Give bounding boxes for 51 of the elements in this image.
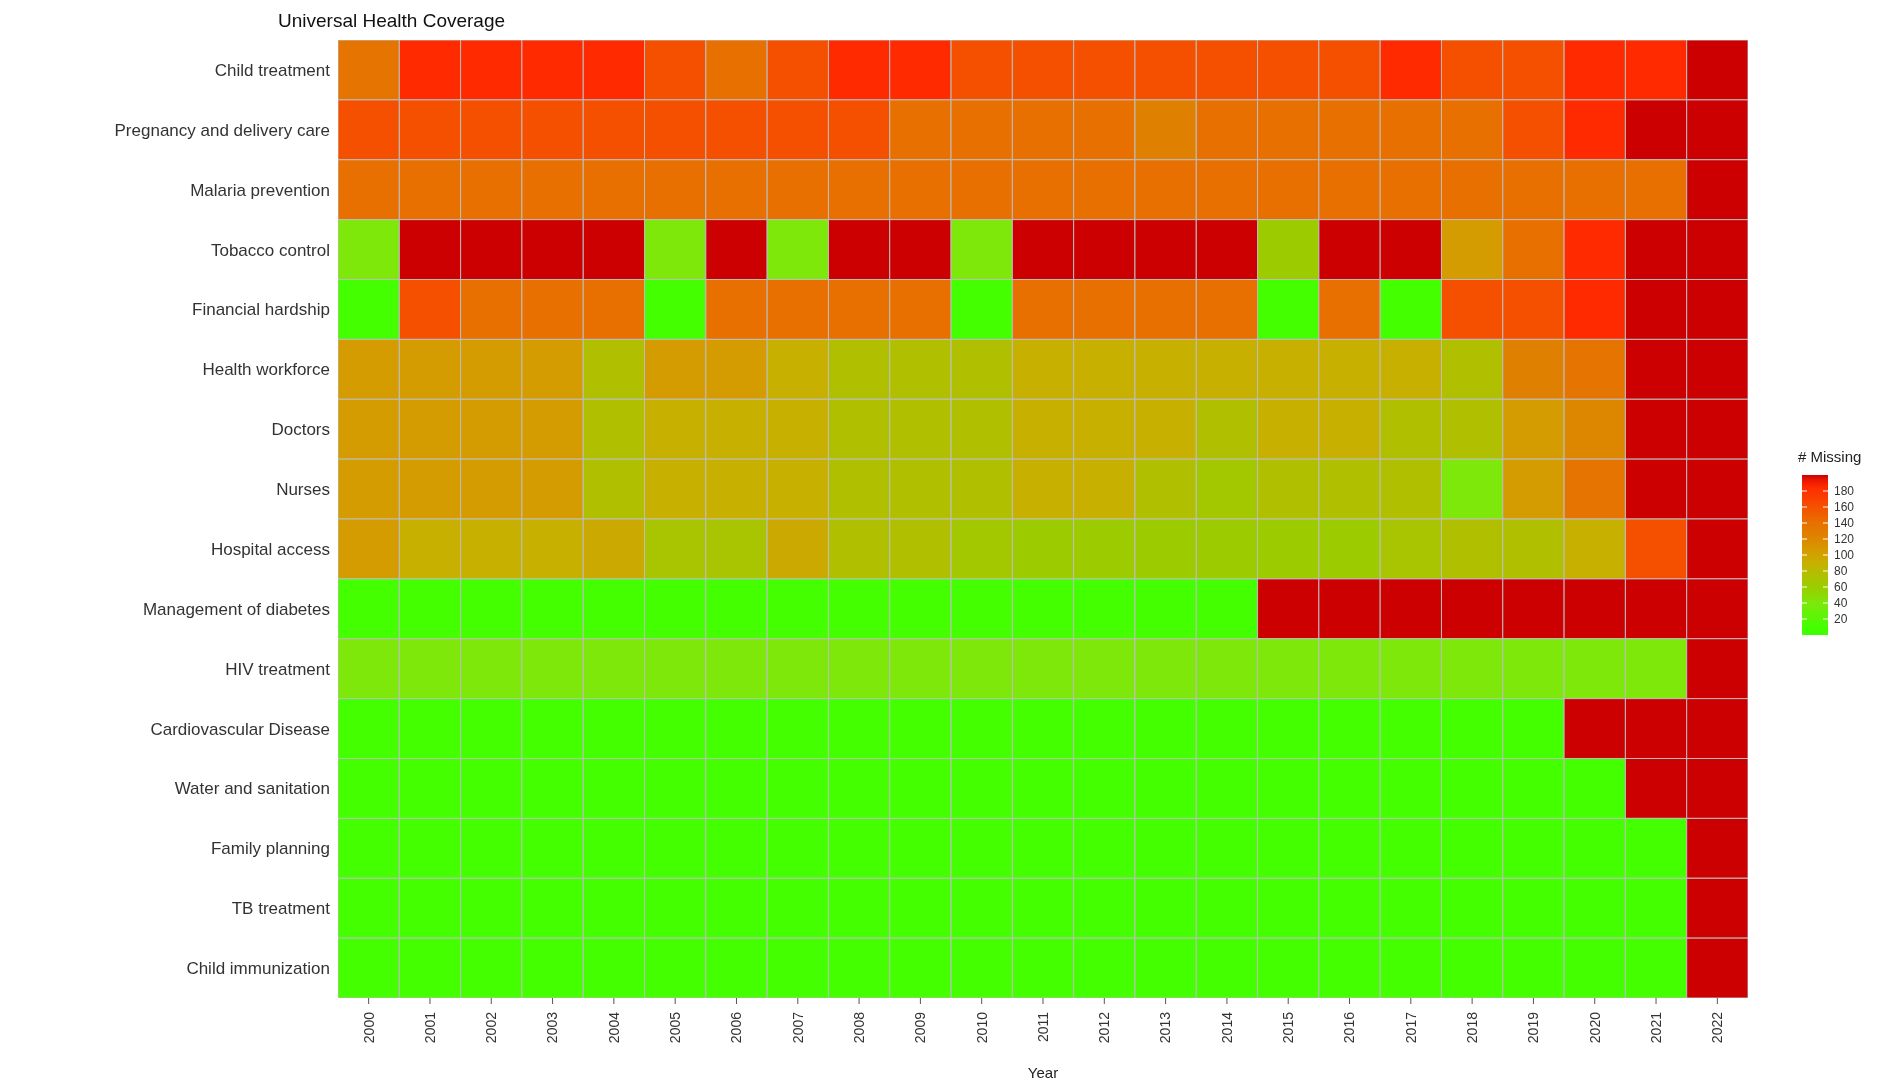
color-bar-label: 140 xyxy=(1834,516,1855,531)
y-tick-label: Nurses xyxy=(276,480,330,500)
x-tick-label: 2012 xyxy=(1096,1011,1113,1044)
y-tick-label: TB treatment xyxy=(231,899,331,919)
x-axis-title: Year xyxy=(1027,1064,1059,1081)
y-tick-label: Child treatment xyxy=(214,60,331,80)
y-tick-label: Water and sanitation xyxy=(174,779,330,799)
color-bar-label: 80 xyxy=(1834,564,1848,579)
y-tick-label: Child immunization xyxy=(186,959,330,979)
x-tick-label: 2013 xyxy=(1157,1011,1174,1044)
x-tick-label: 2006 xyxy=(728,1011,745,1044)
x-tick-label: 2007 xyxy=(789,1011,806,1044)
x-tick-label: 2010 xyxy=(973,1011,990,1044)
x-tick-label: 2011 xyxy=(1034,1011,1051,1043)
x-tick-label: 2022 xyxy=(1709,1011,1726,1044)
y-tick-label: HIV treatment xyxy=(225,659,331,679)
y-tick-label: Financial hardship xyxy=(192,300,330,320)
x-tick-label: 2019 xyxy=(1525,1011,1542,1044)
color-bar-label: 100 xyxy=(1834,548,1855,563)
x-tick-label: 2015 xyxy=(1280,1011,1297,1044)
x-tick-label: 2016 xyxy=(1341,1011,1358,1044)
y-tick-label: Health workforce xyxy=(202,360,330,380)
x-tick-label: 2020 xyxy=(1586,1011,1603,1044)
x-tick-label: 2014 xyxy=(1218,1011,1235,1044)
color-bar-label: 60 xyxy=(1834,580,1848,595)
color-bar-title: # Missing xyxy=(1798,448,1863,465)
x-tick-label: 2004 xyxy=(605,1011,622,1044)
x-tick-label: 2017 xyxy=(1402,1011,1419,1044)
color-bar-label: 160 xyxy=(1834,500,1855,515)
y-tick-label: Hospital access xyxy=(210,539,330,559)
x-tick-label: 2003 xyxy=(544,1011,561,1044)
y-tick-label: Tobacco control xyxy=(210,240,330,260)
x-tick-label: 2008 xyxy=(850,1011,867,1044)
x-tick-label: 2009 xyxy=(912,1011,929,1044)
color-bar-label: 120 xyxy=(1834,532,1855,547)
y-tick-label: Management of diabetes xyxy=(142,599,330,619)
y-tick-label: Cardiovascular Disease xyxy=(150,719,330,739)
x-tick-label: 2002 xyxy=(483,1011,500,1044)
y-tick-label: Family planning xyxy=(210,839,330,859)
x-tick-label: 2000 xyxy=(360,1011,377,1044)
y-tick-label: Malaria prevention xyxy=(190,180,330,200)
color-bar-label: 20 xyxy=(1834,612,1848,627)
y-tick-label: Doctors xyxy=(271,420,330,440)
x-tick-label: 2001 xyxy=(421,1011,438,1044)
color-bar-label: 180 xyxy=(1834,484,1855,499)
x-tick-label: 2005 xyxy=(667,1011,684,1044)
color-bar-label: 40 xyxy=(1834,596,1848,611)
chart-title: Universal Health Coverage xyxy=(278,10,506,32)
x-tick-label: 2021 xyxy=(1647,1011,1664,1044)
x-tick-label: 2018 xyxy=(1464,1011,1481,1044)
y-tick-label: Pregnancy and delivery care xyxy=(114,120,330,140)
